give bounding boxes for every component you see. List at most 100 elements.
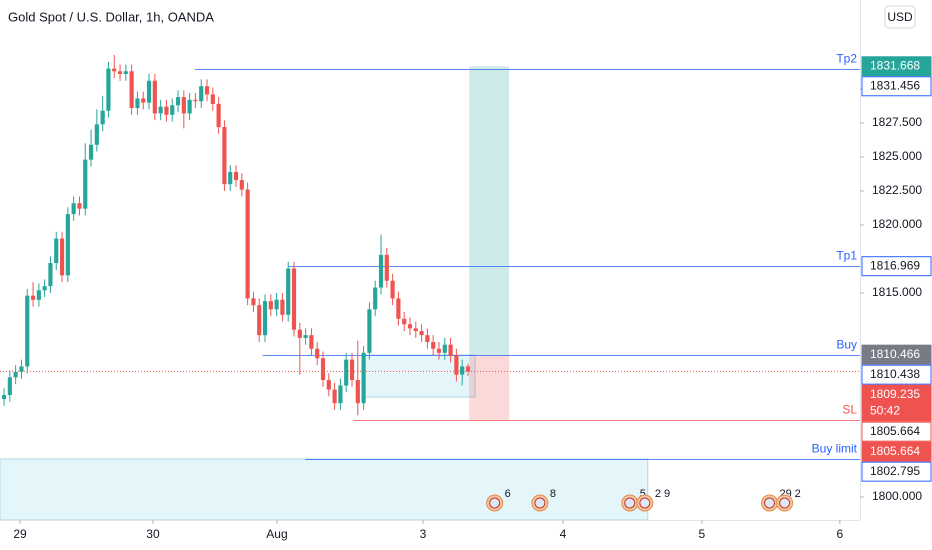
level-label: Buy limit bbox=[812, 442, 858, 456]
candle-body bbox=[454, 355, 459, 375]
candle-body bbox=[100, 110, 105, 125]
candle-body bbox=[199, 86, 204, 102]
x-tick-label: 5 bbox=[699, 527, 706, 541]
price-tag bbox=[861, 56, 932, 77]
currency-label[interactable]: USD bbox=[887, 10, 913, 24]
candle-body bbox=[460, 366, 465, 375]
candle-body bbox=[373, 287, 378, 310]
y-tick-label: 1822.500 bbox=[872, 183, 922, 197]
candle-body bbox=[42, 286, 47, 291]
candle-body bbox=[396, 298, 401, 319]
candle-body bbox=[425, 335, 430, 342]
price-tag-label: 1831.668 bbox=[870, 58, 920, 72]
candle-body bbox=[355, 380, 360, 404]
candle-body bbox=[390, 280, 395, 299]
candle-body bbox=[280, 299, 285, 315]
candle-body bbox=[361, 352, 366, 404]
y-tick-label: 1827.500 bbox=[872, 115, 922, 129]
x-tick-label: 30 bbox=[146, 527, 160, 541]
candle-body bbox=[431, 341, 436, 349]
candle-body bbox=[83, 159, 88, 209]
candle-body bbox=[286, 268, 291, 315]
candle-body bbox=[181, 97, 186, 114]
price-tag bbox=[861, 384, 932, 422]
candle-body bbox=[193, 99, 198, 102]
candle-body bbox=[152, 80, 157, 114]
candle-body bbox=[257, 305, 262, 336]
currency-button[interactable] bbox=[884, 5, 916, 29]
countdown-label: 50:42 bbox=[870, 403, 900, 417]
candle-body bbox=[402, 318, 407, 325]
event-flag[interactable] bbox=[779, 497, 791, 509]
title-background bbox=[2, 6, 228, 28]
event-flag[interactable] bbox=[764, 497, 776, 509]
event-label[interactable]: 6 bbox=[505, 488, 511, 500]
candle-body bbox=[146, 80, 152, 103]
candle-body bbox=[216, 103, 221, 128]
candle-body bbox=[303, 335, 308, 338]
candle-body bbox=[338, 385, 343, 404]
price-tag-label: 1816.969 bbox=[870, 258, 920, 272]
candle-body bbox=[175, 97, 181, 106]
level-label: Buy bbox=[836, 338, 857, 352]
x-tick-label: 6 bbox=[837, 527, 844, 541]
candle-body bbox=[349, 359, 355, 381]
event-flag[interactable] bbox=[534, 497, 546, 509]
price-tag-label: 1810.466 bbox=[870, 347, 920, 361]
level-label: SL bbox=[842, 403, 857, 417]
candle-body bbox=[268, 301, 273, 310]
price-tag bbox=[861, 344, 932, 365]
candle-body bbox=[326, 380, 331, 390]
event-flag[interactable] bbox=[639, 497, 651, 509]
candle-body bbox=[251, 298, 256, 306]
candle-body bbox=[88, 144, 94, 160]
candle-body bbox=[164, 106, 169, 115]
candle-body bbox=[262, 301, 268, 336]
candle-body bbox=[210, 94, 215, 104]
y-tick-label: 1800.000 bbox=[872, 489, 922, 503]
level-label: Tp2 bbox=[836, 52, 857, 66]
candle-body bbox=[367, 309, 372, 353]
candle-body bbox=[344, 359, 349, 386]
candle-body bbox=[309, 335, 314, 349]
event-label[interactable]: 2 9 bbox=[655, 488, 670, 500]
event-label[interactable]: 5 bbox=[640, 488, 646, 500]
position-loss bbox=[469, 355, 510, 420]
level-label: Tp1 bbox=[836, 249, 857, 263]
candle-body bbox=[25, 295, 30, 367]
candle-body bbox=[129, 71, 134, 108]
candle-body bbox=[135, 98, 140, 108]
candle-body bbox=[170, 105, 175, 115]
candle-body bbox=[442, 344, 447, 353]
y-tick-label: 1825.000 bbox=[872, 149, 922, 163]
candle-body bbox=[94, 124, 99, 145]
event-label[interactable]: 8 bbox=[550, 488, 556, 500]
x-tick-label: 4 bbox=[560, 527, 567, 541]
candle-body bbox=[274, 299, 279, 310]
candle-body bbox=[48, 263, 53, 287]
event-label[interactable]: 2 bbox=[795, 488, 801, 500]
axes: 1800.000 1815.000 1820.000 1822.500 1825.000… bbox=[13, 56, 932, 541]
price-tag-label: 1809.235 bbox=[870, 387, 920, 401]
y-tick-label: 1815.000 bbox=[872, 285, 922, 299]
candle-body bbox=[222, 127, 227, 185]
price-tag bbox=[861, 461, 932, 482]
position-profit bbox=[469, 66, 510, 356]
candle-body bbox=[112, 68, 117, 72]
candle-body bbox=[158, 106, 163, 114]
event-flag[interactable] bbox=[489, 497, 501, 509]
candle-body bbox=[36, 290, 41, 300]
candle-body bbox=[407, 324, 413, 329]
candle-body bbox=[297, 329, 302, 338]
price-tag bbox=[861, 76, 932, 97]
candle-body bbox=[320, 358, 326, 381]
candle-body bbox=[54, 238, 59, 264]
candle-body bbox=[71, 203, 76, 215]
event-flag[interactable] bbox=[624, 497, 636, 509]
candle-body bbox=[384, 254, 389, 281]
candle-body bbox=[239, 180, 244, 190]
y-tick-label: 1820.000 bbox=[872, 217, 922, 231]
candle-body bbox=[315, 348, 320, 359]
